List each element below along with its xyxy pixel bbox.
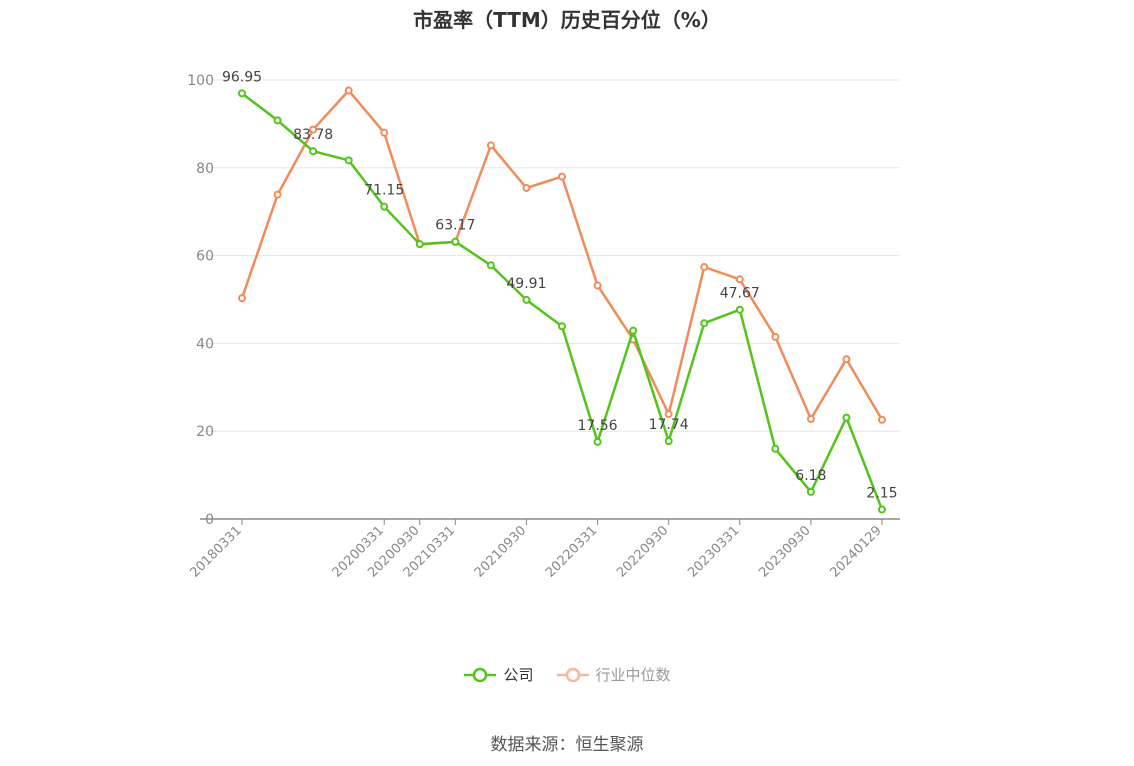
- data-point: [629, 326, 638, 335]
- legend-item[interactable]: 行业中位数: [556, 664, 671, 685]
- data-label: 6.18: [795, 468, 826, 484]
- y-tick-label: 40: [196, 336, 214, 352]
- source-note: 数据来源：恒生聚源: [490, 735, 644, 755]
- data-point: [735, 305, 744, 314]
- data-point: [344, 156, 353, 165]
- data-point: [273, 116, 282, 125]
- series-line: [241, 92, 884, 511]
- data-point: [238, 294, 246, 303]
- data-point: [273, 190, 282, 199]
- data-point: [415, 240, 424, 249]
- x-tick-label: 20220331: [543, 523, 600, 580]
- data-point: [309, 125, 318, 134]
- data-point: [593, 437, 602, 446]
- data-point: [238, 89, 246, 98]
- x-tick-label: 20240129: [827, 523, 884, 580]
- data-point: [878, 505, 886, 514]
- legend-label: 公司: [503, 666, 534, 684]
- legend: 公司 行业中位数: [0, 664, 1134, 685]
- x-tick-label: 20230930: [756, 523, 813, 580]
- data-point: [806, 414, 815, 423]
- y-tick-label: 80: [196, 161, 214, 177]
- data-label: 96.95: [222, 69, 262, 85]
- legend-item[interactable]: 公司: [463, 664, 534, 685]
- legend-swatch-icon: [556, 667, 589, 682]
- data-label: 49.91: [506, 276, 546, 292]
- data-point: [558, 172, 566, 181]
- data-point: [309, 147, 318, 156]
- y-tick-label: 20: [196, 424, 214, 440]
- data-label: 63.17: [435, 218, 475, 234]
- data-point: [664, 437, 673, 446]
- data-label: 47.67: [720, 286, 760, 302]
- y-tick-label: 100: [187, 73, 214, 89]
- x-tick-label: 20220930: [614, 523, 671, 580]
- data-point: [380, 128, 389, 137]
- data-point: [522, 295, 531, 304]
- y-tick-label: 0: [205, 512, 214, 528]
- y-tick-label: 60: [196, 249, 214, 265]
- data-point: [593, 281, 602, 290]
- data-point: [486, 261, 495, 270]
- data-point: [806, 487, 815, 496]
- x-tick-label: 20180331: [187, 523, 244, 580]
- data-point: [344, 86, 353, 95]
- data-label: 71.15: [364, 183, 404, 199]
- data-point: [451, 237, 460, 246]
- x-tick-label: 20210930: [472, 523, 529, 580]
- data-point: [522, 183, 531, 192]
- data-point: [700, 263, 709, 272]
- legend-swatch-icon: [464, 667, 497, 682]
- data-label: 2.15: [866, 486, 897, 502]
- data-point: [771, 332, 780, 341]
- data-point: [558, 322, 566, 331]
- data-point: [878, 415, 886, 424]
- data-point: [842, 355, 851, 364]
- data-point: [735, 275, 744, 284]
- data-point: [700, 319, 709, 328]
- data-point: [380, 202, 389, 211]
- legend-label: 行业中位数: [595, 666, 671, 684]
- data-point: [771, 444, 780, 453]
- data-label: 17.56: [578, 418, 618, 434]
- data-point: [664, 410, 673, 419]
- data-label: 17.74: [649, 417, 689, 433]
- x-tick-label: 20230331: [685, 523, 742, 580]
- chart-title: 市盈率（TTM）历史百分位（%）: [413, 8, 721, 32]
- data-point: [486, 141, 495, 150]
- data-point: [842, 413, 851, 422]
- data-label: 83.78: [293, 127, 333, 143]
